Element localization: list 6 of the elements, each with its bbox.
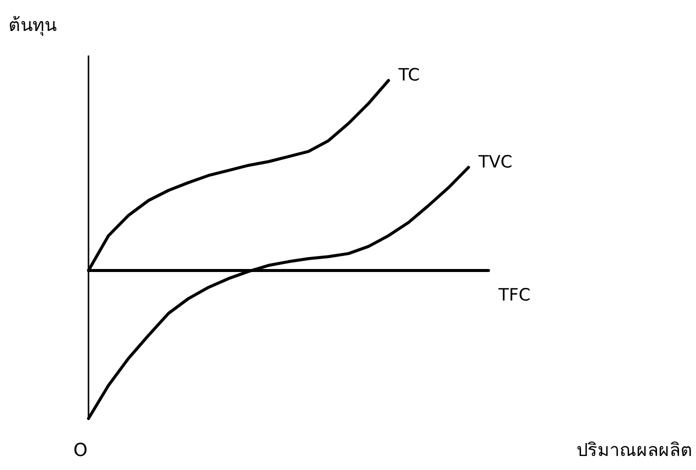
x-axis-title: ปริมาณผลผลิต [576,440,692,461]
series-label: TC [398,66,420,86]
text: O [73,440,88,461]
y-axis-title: ต้นทุน [8,15,56,36]
series-label: TVC [478,152,512,172]
series-label: TFC [498,285,531,306]
